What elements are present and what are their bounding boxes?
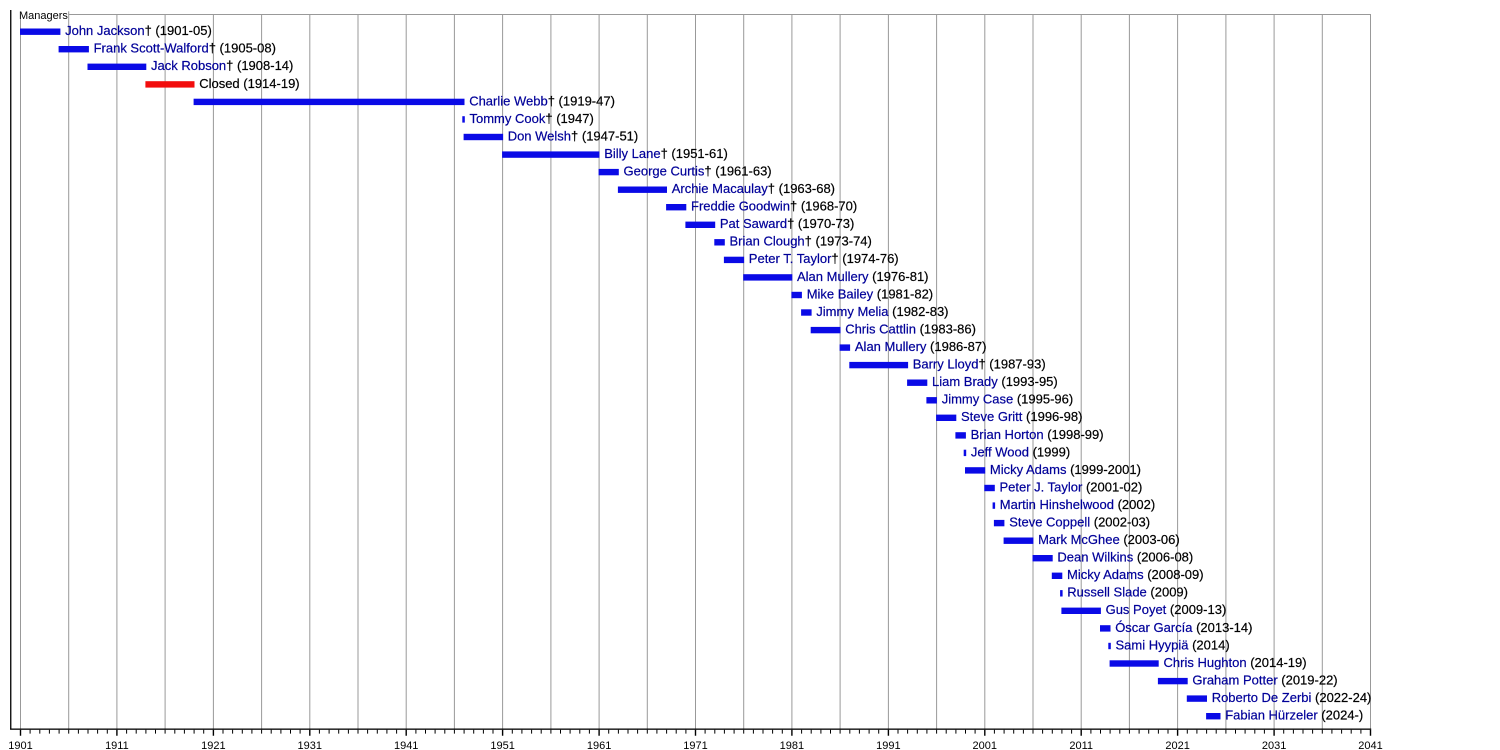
svg-text:John Jackson† (1901-05): John Jackson† (1901-05) <box>65 23 212 38</box>
svg-text:Don Welsh† (1947-51): Don Welsh† (1947-51) <box>508 128 639 143</box>
svg-text:Mike Bailey (1981-82): Mike Bailey (1981-82) <box>807 286 933 301</box>
svg-text:Mark McGhee (2003-06): Mark McGhee (2003-06) <box>1038 532 1180 547</box>
svg-text:1911: 1911 <box>105 740 129 750</box>
svg-text:Pat Saward† (1970-73): Pat Saward† (1970-73) <box>720 216 854 231</box>
svg-text:1941: 1941 <box>394 740 418 750</box>
svg-text:Martin Hinshelwood (2002): Martin Hinshelwood (2002) <box>1000 497 1155 512</box>
svg-text:Tommy Cook† (1947): Tommy Cook† (1947) <box>470 111 594 126</box>
svg-text:Roberto De Zerbi (2022-24): Roberto De Zerbi (2022-24) <box>1212 690 1372 705</box>
svg-text:Dean Wilkins (2006-08): Dean Wilkins (2006-08) <box>1057 550 1193 565</box>
svg-text:Jimmy Melia (1982-83): Jimmy Melia (1982-83) <box>816 304 948 319</box>
svg-text:1901: 1901 <box>8 740 32 750</box>
svg-text:1971: 1971 <box>683 740 707 750</box>
svg-text:2041: 2041 <box>1358 740 1382 750</box>
svg-text:Peter T. Taylor† (1974-76): Peter T. Taylor† (1974-76) <box>749 251 899 266</box>
svg-text:Graham Potter (2019-22): Graham Potter (2019-22) <box>1192 673 1337 688</box>
svg-text:Liam Brady (1993-95): Liam Brady (1993-95) <box>932 374 1058 389</box>
svg-text:Billy Lane† (1951-61): Billy Lane† (1951-61) <box>604 146 728 161</box>
svg-text:Chris Hughton (2014-19): Chris Hughton (2014-19) <box>1164 655 1307 670</box>
svg-text:Steve Gritt (1996-98): Steve Gritt (1996-98) <box>961 409 1082 424</box>
svg-text:1931: 1931 <box>298 740 322 750</box>
svg-text:Óscar García (2013-14): Óscar García (2013-14) <box>1115 620 1252 635</box>
svg-text:Chris Cattlin (1983-86): Chris Cattlin (1983-86) <box>845 321 976 336</box>
svg-text:Brian Horton (1998-99): Brian Horton (1998-99) <box>971 427 1104 442</box>
svg-text:Micky Adams (1999-2001): Micky Adams (1999-2001) <box>990 462 1141 477</box>
svg-text:1991: 1991 <box>876 740 900 750</box>
svg-text:Alan Mullery (1986-87): Alan Mullery (1986-87) <box>855 339 987 354</box>
svg-text:Micky Adams (2008-09): Micky Adams (2008-09) <box>1067 567 1204 582</box>
svg-text:Gus Poyet (2009-13): Gus Poyet (2009-13) <box>1106 602 1227 617</box>
svg-text:Closed (1914-19): Closed (1914-19) <box>199 76 299 91</box>
svg-text:2021: 2021 <box>1165 740 1189 750</box>
svg-text:Barry Lloyd† (1987-93): Barry Lloyd† (1987-93) <box>913 357 1046 372</box>
svg-text:Sami Hyypiä (2014): Sami Hyypiä (2014) <box>1116 637 1230 652</box>
svg-text:1981: 1981 <box>780 740 804 750</box>
svg-text:Jeff Wood (1999): Jeff Wood (1999) <box>971 444 1070 459</box>
svg-text:1951: 1951 <box>490 740 514 750</box>
svg-text:Russell Slade (2009): Russell Slade (2009) <box>1067 585 1188 600</box>
svg-text:Jimmy Case (1995-96): Jimmy Case (1995-96) <box>942 392 1073 407</box>
svg-text:2011: 2011 <box>1069 740 1093 750</box>
svg-text:Charlie Webb† (1919-47): Charlie Webb† (1919-47) <box>469 93 615 108</box>
svg-text:Fabian Hürzeler (2024-): Fabian Hürzeler (2024-) <box>1225 708 1363 723</box>
svg-text:Managers: Managers <box>19 10 68 22</box>
svg-text:Frank Scott-Walford† (1905-08): Frank Scott-Walford† (1905-08) <box>94 41 276 56</box>
svg-text:1921: 1921 <box>201 740 225 750</box>
svg-text:2001: 2001 <box>973 740 997 750</box>
svg-text:Alan Mullery (1976-81): Alan Mullery (1976-81) <box>797 269 929 284</box>
svg-text:Peter J. Taylor (2001-02): Peter J. Taylor (2001-02) <box>1000 479 1143 494</box>
svg-text:Freddie Goodwin† (1968-70): Freddie Goodwin† (1968-70) <box>691 199 857 214</box>
svg-text:Archie Macaulay† (1963-68): Archie Macaulay† (1963-68) <box>672 181 835 196</box>
svg-text:Brian Clough† (1973-74): Brian Clough† (1973-74) <box>730 234 872 249</box>
svg-text:Steve Coppell (2002-03): Steve Coppell (2002-03) <box>1009 515 1150 530</box>
svg-text:2031: 2031 <box>1262 740 1286 750</box>
svg-text:Jack Robson† (1908-14): Jack Robson† (1908-14) <box>151 58 293 73</box>
svg-text:George Curtis† (1961-63): George Curtis† (1961-63) <box>624 164 772 179</box>
svg-text:1961: 1961 <box>587 740 611 750</box>
